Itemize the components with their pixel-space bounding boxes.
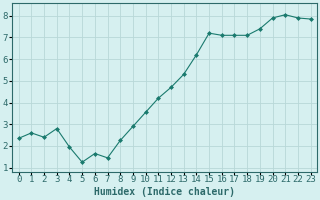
X-axis label: Humidex (Indice chaleur): Humidex (Indice chaleur) bbox=[94, 187, 235, 197]
